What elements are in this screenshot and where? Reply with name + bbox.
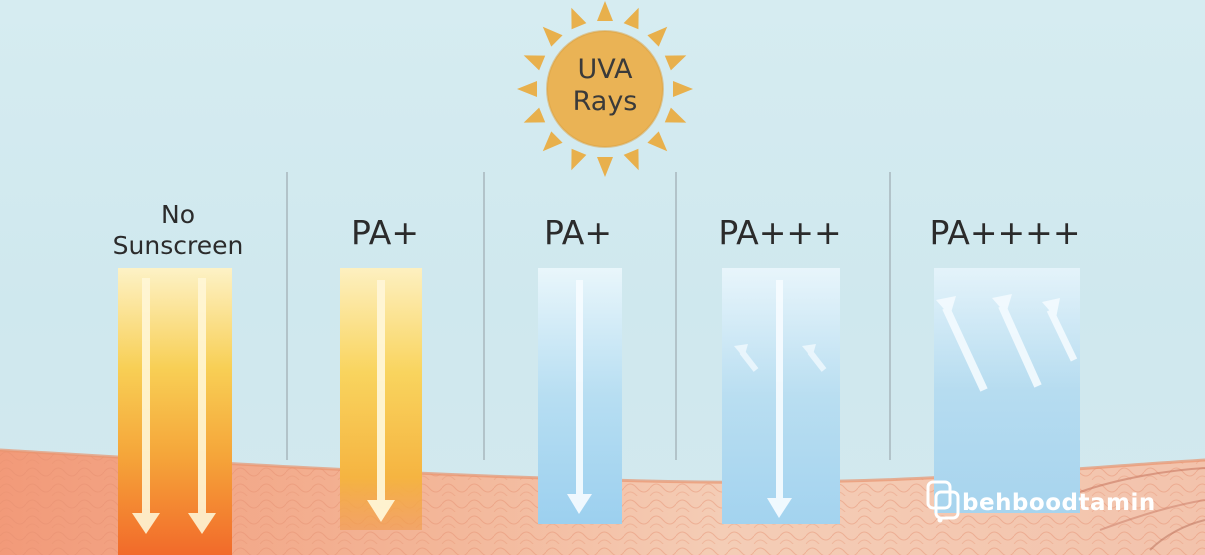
column-title-pa-plus-1: PA+ [350,213,419,252]
sun-label-line1: UVA [577,54,633,85]
uva-beam-no-sunscreen [118,268,232,555]
reflected-ray-arrow [1042,298,1078,362]
ray-arrow [132,278,160,534]
ray-arrow [767,280,792,518]
brand-logo-icon [926,480,960,523]
ray-arrow [567,280,592,514]
uva-beam-pa-plus-2 [538,268,622,524]
column-divider [286,172,288,460]
sun-icon [517,1,693,177]
column-divider [889,172,891,460]
uva-beam-pa-4plus [934,268,1080,513]
reflected-ray-arrow [936,296,988,392]
reflected-ray-arrow [734,344,827,372]
column-divider [483,172,485,460]
ray-arrow [188,278,216,534]
uva-beam-pa-plus-1 [340,268,422,530]
column-title-no-sunscreen: No Sunscreen [88,199,268,261]
ray-arrow [367,280,395,522]
column-title-line1: No [161,200,195,229]
sun-label-line2: Rays [572,86,638,117]
column-title-pa-4plus: PA++++ [929,213,1081,252]
column-title-line2: Sunscreen [112,231,244,260]
sun-label: UVA Rays [552,54,658,118]
brand-logo-text: behboodtamin [962,490,1156,516]
column-divider [675,172,677,460]
column-title-pa-3plus: PA+++ [718,213,842,252]
reflected-ray-arrow [992,294,1042,388]
uva-beam-pa-3plus [722,268,840,524]
column-title-pa-plus-2: PA+ [543,213,612,252]
